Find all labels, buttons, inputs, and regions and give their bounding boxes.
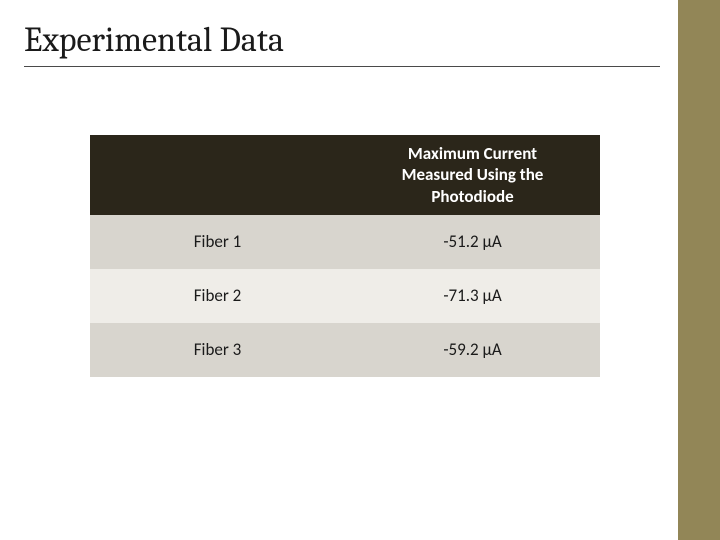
page-title: Experimental Data	[24, 20, 660, 67]
row-value: -59.2 μA	[345, 323, 600, 377]
table-header-current: Maximum Current Measured Using the Photo…	[345, 135, 600, 215]
table-header-blank	[90, 135, 345, 215]
title-area: Experimental Data	[24, 20, 660, 67]
table-row: Fiber 1 -51.2 μA	[90, 215, 600, 269]
accent-bar	[678, 0, 720, 540]
row-value: -71.3 μA	[345, 269, 600, 323]
data-table: Maximum Current Measured Using the Photo…	[90, 135, 600, 377]
row-label: Fiber 3	[90, 323, 345, 377]
table-row: Fiber 2 -71.3 μA	[90, 269, 600, 323]
table-row: Fiber 3 -59.2 μA	[90, 323, 600, 377]
row-value: -51.2 μA	[345, 215, 600, 269]
row-label: Fiber 1	[90, 215, 345, 269]
table-header-row: Maximum Current Measured Using the Photo…	[90, 135, 600, 215]
row-label: Fiber 2	[90, 269, 345, 323]
data-table-container: Maximum Current Measured Using the Photo…	[90, 135, 600, 377]
